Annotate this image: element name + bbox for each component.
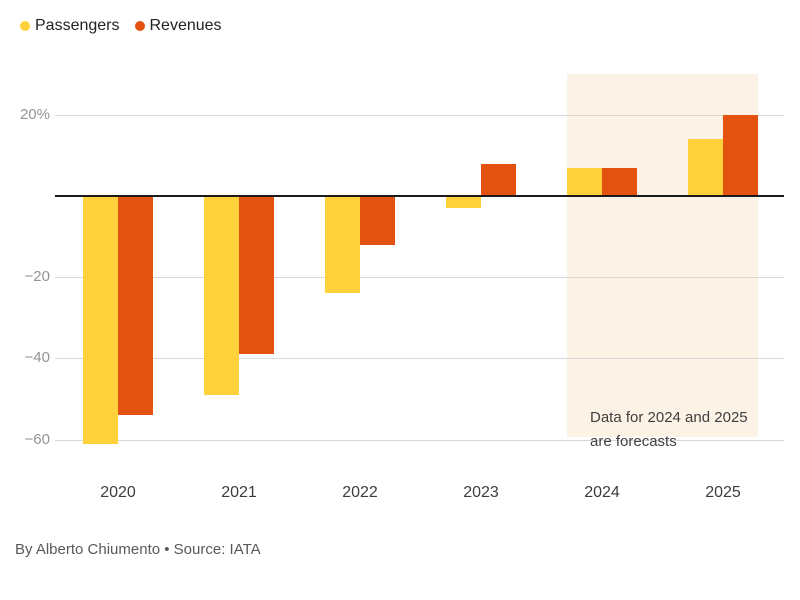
legend-dot-icon	[134, 21, 145, 31]
bar-revenues-2025	[723, 115, 758, 196]
x-axis-tick-label: 2020	[100, 484, 136, 501]
legend-label: Passengers	[35, 17, 120, 34]
bar-revenues-2021	[239, 196, 274, 354]
zero-baseline	[55, 195, 784, 197]
y-axis-tick-label: −60	[24, 431, 50, 448]
x-axis-tick-label: 2025	[705, 484, 741, 501]
bar-revenues-2020	[118, 196, 153, 415]
legend-label: Revenues	[149, 17, 222, 34]
forecast-annotation: Data for 2024 and 2025 are forecasts	[590, 406, 748, 454]
gridline	[55, 115, 784, 116]
legend-dot-icon	[20, 21, 30, 31]
bar-passengers-2021	[204, 196, 239, 395]
bar-revenues-2022	[360, 196, 395, 245]
gridline	[55, 358, 784, 359]
x-axis-tick-label: 2022	[342, 484, 378, 501]
bar-passengers-2024	[567, 168, 602, 196]
x-axis-tick-label: 2023	[463, 484, 499, 501]
x-axis-tick-label: 2024	[584, 484, 620, 501]
annotation-line-1: Data for 2024 and 2025	[590, 409, 748, 426]
bar-revenues-2023	[481, 164, 516, 196]
legend-item-passengers: Passengers	[20, 17, 120, 35]
bar-passengers-2022	[325, 196, 360, 293]
bar-passengers-2020	[83, 196, 118, 444]
bar-passengers-2025	[688, 139, 723, 196]
y-axis-tick-label: −20	[24, 268, 50, 285]
bar-revenues-2024	[602, 168, 637, 196]
gridline	[55, 277, 784, 278]
annotation-line-2: are forecasts	[590, 433, 677, 450]
gridline	[55, 440, 784, 441]
byline: By Alberto Chiumento • Source: IATA	[15, 541, 261, 558]
bar-passengers-2023	[446, 196, 481, 208]
legend: Passengers Revenues	[20, 17, 222, 35]
y-axis-tick-label: 20%	[19, 106, 50, 123]
legend-item-revenues: Revenues	[134, 17, 222, 35]
y-axis-tick-label: −40	[24, 349, 50, 366]
x-axis-tick-label: 2021	[221, 484, 257, 501]
